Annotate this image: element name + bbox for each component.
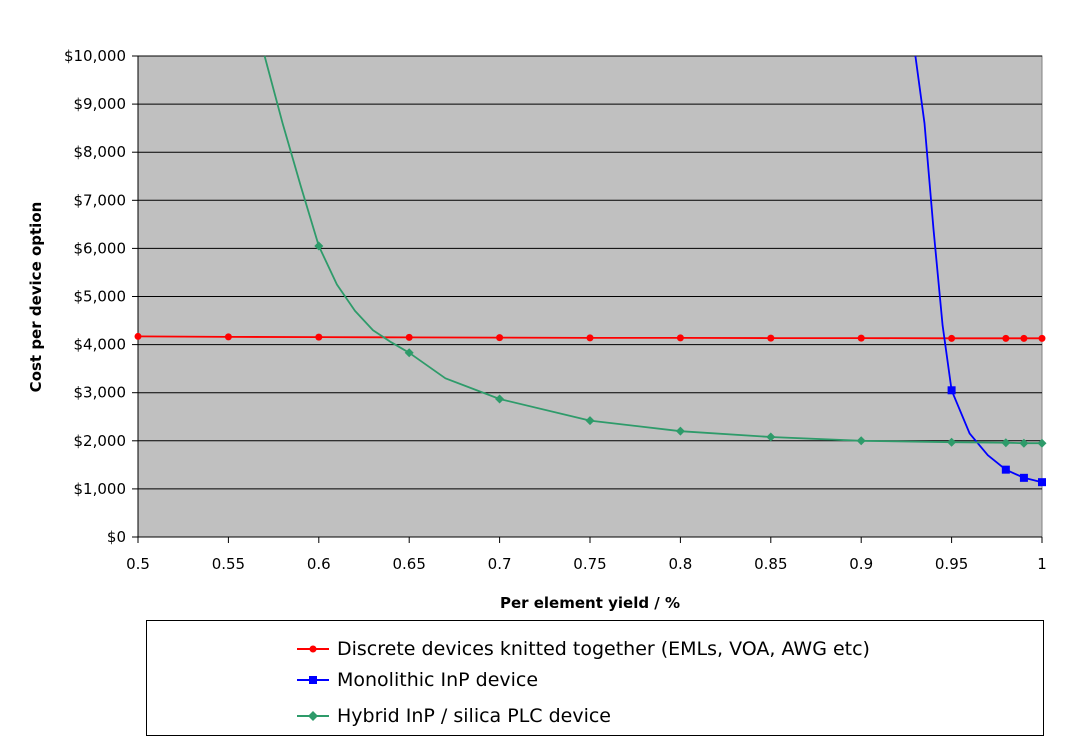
data-point bbox=[767, 334, 775, 342]
x-tick-label: 0.75 bbox=[573, 555, 606, 573]
data-point bbox=[1037, 438, 1047, 448]
legend-item-monolithic: Monolithic InP device bbox=[297, 668, 538, 692]
legend-item-hybrid: Hybrid InP / silica PLC device bbox=[297, 704, 611, 728]
x-axis: 0.5 0.55 0.6 0.65 0.7 0.75 0.8 0.85 0.9 0.95 1 bbox=[126, 536, 1047, 573]
y-tick-label: $1,000 bbox=[74, 480, 127, 498]
data-point bbox=[675, 426, 685, 436]
data-point bbox=[857, 334, 865, 342]
data-point bbox=[224, 333, 232, 341]
x-tick-label: 0.9 bbox=[849, 555, 873, 573]
legend-item-discrete: Discrete devices knitted together (EMLs,… bbox=[297, 637, 870, 661]
data-point bbox=[314, 241, 324, 251]
data-point bbox=[1020, 334, 1028, 342]
x-tick-label: 0.65 bbox=[392, 555, 425, 573]
legend-swatch-monolithic bbox=[297, 676, 329, 684]
x-tick-label: 0.5 bbox=[126, 555, 150, 573]
data-point bbox=[585, 416, 595, 426]
x-tick-label: 0.7 bbox=[488, 555, 512, 573]
data-point bbox=[586, 334, 594, 342]
data-point bbox=[404, 348, 414, 358]
data-point bbox=[1001, 465, 1010, 474]
y-axis-title: Cost per device option bbox=[27, 202, 45, 393]
data-point bbox=[405, 333, 413, 341]
legend-label-discrete: Discrete devices knitted together (EMLs,… bbox=[337, 638, 870, 660]
y-axis: $0 $1,000 $2,000 $3,000 $4,000 $5,000 $6,000 $7… bbox=[64, 47, 139, 546]
legend-label-hybrid: Hybrid InP / silica PLC device bbox=[337, 705, 611, 727]
x-tick-label: 0.55 bbox=[212, 555, 245, 573]
data-point bbox=[947, 437, 957, 447]
x-tick-label: 0.8 bbox=[668, 555, 692, 573]
data-point bbox=[766, 432, 776, 442]
data-point bbox=[495, 394, 505, 404]
legend-swatch-hybrid bbox=[297, 711, 329, 721]
series-line-1 bbox=[914, 55, 1043, 484]
line-chart: $0 $1,000 $2,000 $3,000 $4,000 $5,000 $6,000 $7… bbox=[27, 47, 1047, 612]
y-tick-label: $5,000 bbox=[74, 288, 127, 306]
data-point bbox=[1002, 334, 1010, 342]
x-tick-label: 0.85 bbox=[754, 555, 787, 573]
y-tick-label: $6,000 bbox=[74, 239, 127, 257]
series-group bbox=[134, 55, 1047, 487]
data-point bbox=[134, 332, 142, 340]
data-point bbox=[1001, 438, 1011, 448]
legend-swatch-discrete bbox=[297, 645, 329, 653]
y-tick-label: $10,000 bbox=[64, 47, 126, 65]
x-tick-label: 0.6 bbox=[307, 555, 331, 573]
y-tick-label: $4,000 bbox=[74, 336, 127, 354]
data-point bbox=[496, 334, 504, 342]
legend-label-monolithic: Monolithic InP device bbox=[337, 669, 539, 691]
y-tick-label: $2,000 bbox=[74, 432, 127, 450]
x-axis-title: Per element yield / % bbox=[500, 594, 680, 612]
y-tick-label: $3,000 bbox=[74, 384, 127, 402]
data-point bbox=[948, 334, 956, 342]
data-point bbox=[856, 436, 866, 446]
data-point bbox=[1038, 334, 1046, 342]
y-tick-label: $8,000 bbox=[74, 143, 127, 161]
data-point bbox=[1019, 438, 1029, 448]
x-tick-label: 0.95 bbox=[935, 555, 968, 573]
data-point bbox=[947, 386, 956, 395]
data-point bbox=[1038, 478, 1046, 487]
y-tick-label: $0 bbox=[107, 528, 126, 546]
legend: Discrete devices knitted together (EMLs,… bbox=[146, 620, 1044, 736]
x-tick-label: 1 bbox=[1037, 555, 1047, 573]
y-tick-label: $7,000 bbox=[74, 191, 127, 209]
data-point bbox=[676, 334, 684, 342]
gridlines bbox=[138, 55, 1042, 490]
data-point bbox=[1019, 473, 1028, 482]
y-tick-label: $9,000 bbox=[74, 95, 127, 113]
data-point bbox=[315, 333, 323, 341]
